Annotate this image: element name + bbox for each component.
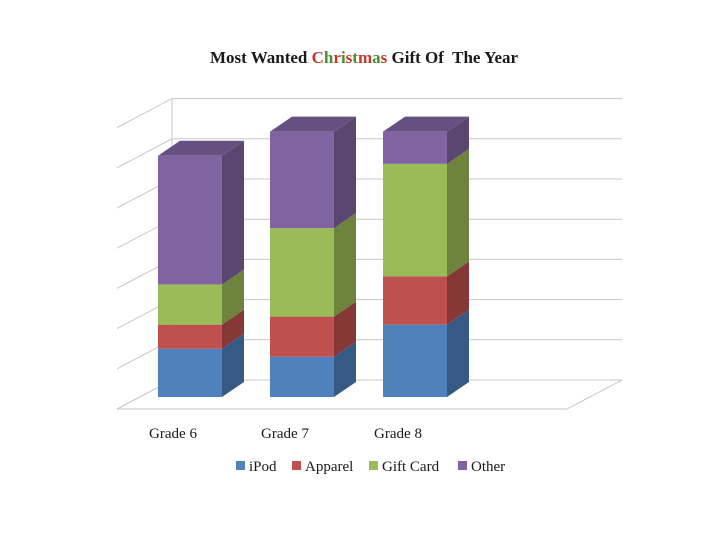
bar-top [270,116,356,132]
bar-segment [270,116,356,229]
bar-segment-side [222,269,244,325]
bar-segment [158,140,244,285]
title-part: r [333,48,341,67]
title-part: m [357,48,373,67]
bar-segment [158,269,244,325]
bar-segment-side [334,341,356,397]
bar-segment-side [222,140,244,285]
gridline [116,98,622,129]
bar-segment [383,261,469,325]
bar-segment-front [158,155,222,285]
legend-swatch [236,461,245,470]
bar-segment [158,333,244,397]
bar-segment [383,148,469,277]
x-tick-label: Grade 6 [149,426,197,442]
bar-segment [270,341,356,397]
bar-segment [158,309,244,349]
title-part: s [345,48,353,67]
bar-segment-front [383,324,447,397]
bar-segment-side [222,333,244,397]
bar-segment-front [158,348,222,397]
bar-segment-side [447,148,469,277]
bar-segment-side [334,301,356,357]
title-part: s [380,48,388,67]
x-axis-ticks: Grade 6 Grade 7 Grade 8 [149,426,422,442]
bar-segment-side [447,261,469,325]
bar-segment-front [270,228,334,317]
x-tick-label: Grade 7 [261,426,309,442]
bar-segment [270,213,356,317]
bar-segment-front [383,276,447,325]
bar-segment [383,116,469,164]
bar-segment-front [270,356,334,397]
title-part: a [372,48,381,67]
legend-swatch [369,461,378,470]
bar-segment-side [334,116,356,229]
bar-segment-side [222,309,244,349]
bar-top [383,116,469,132]
bar-segment-side [447,309,469,397]
floor [116,379,623,410]
title-part: h [323,48,334,67]
bar-top [158,140,244,156]
legend-label: Gift Card [382,459,440,475]
bar-segment-front [270,131,334,229]
title-part: C [311,48,324,67]
bar-segment-side [334,213,356,317]
bar-segment-front [158,284,222,325]
title-part: i [340,48,346,67]
bar-segment-side [447,116,469,164]
title-part: t [352,48,358,67]
legend-label: Other [471,459,505,475]
bar-segment-front [383,131,447,164]
x-tick-label: Grade 8 [374,426,422,442]
legend: iPod Apparel Gift Card Other [236,459,505,475]
bar-segment [383,309,469,397]
legend-label: iPod [249,459,277,475]
bar-segment [270,301,356,357]
bar-segment-front [158,324,222,349]
bar-segment-front [270,316,334,357]
bar-segment-front [383,163,447,277]
legend-swatch [458,461,467,470]
legend-swatch [292,461,301,470]
title-part: Most Wanted [209,48,312,67]
chart-title: Most Wanted Christmas Gift Of The Year [0,48,728,68]
bars [158,116,469,397]
legend-label: Apparel [305,459,353,475]
title-part: Gift Of The Year [387,48,519,67]
